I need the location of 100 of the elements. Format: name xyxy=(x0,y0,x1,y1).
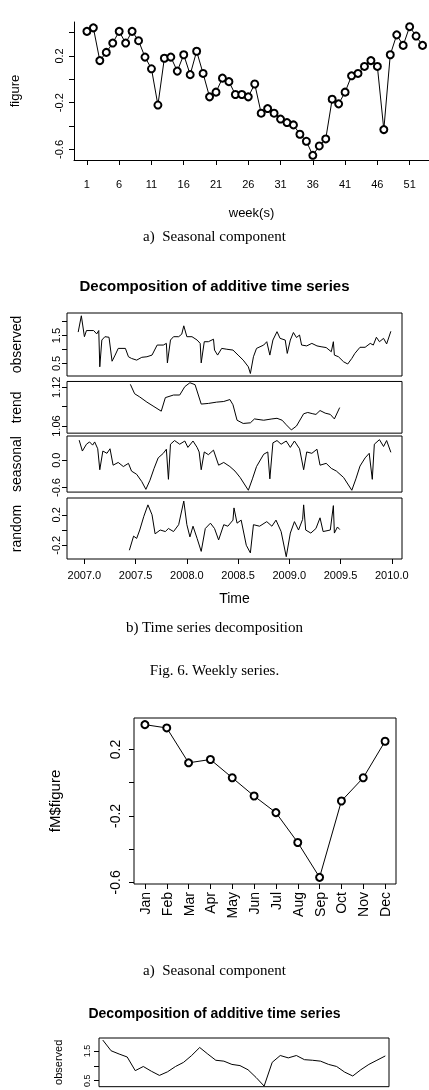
x-tick-label: Feb xyxy=(158,891,175,917)
point xyxy=(314,141,324,151)
x-tick-label: 11 xyxy=(145,177,158,190)
point xyxy=(166,52,176,62)
point xyxy=(405,22,415,32)
y-tick-label: -0.2 xyxy=(52,93,65,113)
point xyxy=(276,114,286,124)
x-tick-label: 6 xyxy=(116,177,123,190)
y-tick-label: 1.12 xyxy=(49,376,62,398)
x-tick-label: 36 xyxy=(306,177,319,190)
point xyxy=(288,120,298,130)
point xyxy=(184,758,194,768)
point xyxy=(108,38,118,48)
x-tick-label: Apr xyxy=(202,891,219,914)
point xyxy=(271,808,281,818)
x-tick-label: Jul xyxy=(267,892,284,910)
point xyxy=(140,52,150,62)
point xyxy=(358,773,368,783)
point xyxy=(192,46,202,56)
y-tick-label: -0.2 xyxy=(49,535,62,555)
point xyxy=(340,87,350,97)
x-tick-label: Dec xyxy=(377,892,394,917)
point xyxy=(179,50,189,60)
point xyxy=(205,92,215,102)
point xyxy=(172,66,182,76)
point xyxy=(308,150,318,160)
point xyxy=(243,92,253,102)
point xyxy=(205,755,215,764)
caption: Fig. 6. Weekly series. xyxy=(148,661,281,679)
y-tick-label: -0.6 xyxy=(107,870,123,895)
y-tick-label: 0.2 xyxy=(52,48,65,64)
point xyxy=(379,125,389,135)
x-tick-label: 46 xyxy=(371,177,384,190)
x-tick-label: 1 xyxy=(83,177,90,190)
point xyxy=(385,50,395,60)
x-axis-title: week(s) xyxy=(227,205,275,220)
point xyxy=(392,30,402,40)
x-tick-label: 2008.0 xyxy=(170,568,204,581)
point xyxy=(263,104,273,114)
y-axis-title: fM$figure xyxy=(46,769,63,833)
x-tick-label: May xyxy=(224,892,241,919)
point xyxy=(301,136,311,146)
x-axis-title: Time xyxy=(219,590,251,606)
x-tick-label: 31 xyxy=(274,177,287,190)
x-tick-label: Jan xyxy=(136,892,153,915)
y-axis-title: seasonal xyxy=(8,436,24,493)
y-tick-label: 1.5 xyxy=(81,1044,92,1058)
point xyxy=(198,68,208,78)
y-axis-title: observed xyxy=(8,315,24,374)
y-axis-title: trend xyxy=(8,391,24,424)
point xyxy=(418,40,428,50)
point xyxy=(140,720,150,730)
y-tick-label: 1.5 xyxy=(49,327,62,344)
line-series xyxy=(77,315,392,374)
point xyxy=(153,100,163,110)
point xyxy=(88,23,98,33)
point xyxy=(224,77,234,87)
y-axis-title: figure xyxy=(7,74,22,108)
point xyxy=(336,796,346,806)
point xyxy=(366,56,376,66)
x-tick-label: 51 xyxy=(403,177,416,190)
point xyxy=(380,736,390,746)
point xyxy=(256,108,266,118)
point xyxy=(372,61,382,71)
point xyxy=(293,838,303,847)
text: b) Time series decomposition xyxy=(124,618,305,636)
point xyxy=(347,71,357,81)
point xyxy=(121,38,131,48)
point xyxy=(327,94,337,104)
point xyxy=(217,73,227,83)
x-tick-label: 2010.0 xyxy=(374,568,409,581)
x-tick-label: Jun xyxy=(246,892,263,915)
point xyxy=(398,40,408,50)
y-axis-title: random xyxy=(8,504,24,553)
point xyxy=(282,118,292,128)
x-tick-label: Sep xyxy=(311,891,328,917)
y-tick-label: 0.5 xyxy=(81,1074,92,1087)
x-tick-label: Oct xyxy=(333,891,350,914)
x-tick-label: 16 xyxy=(177,177,190,190)
point xyxy=(211,87,221,97)
x-tick-label: 2007.0 xyxy=(67,568,102,581)
point xyxy=(315,872,325,882)
text: a) Seasonal component xyxy=(142,961,287,979)
x-tick-label: 2007.5 xyxy=(118,568,153,581)
x-tick-label: 21 xyxy=(209,177,223,190)
y-tick-label: -0.6 xyxy=(52,139,65,159)
x-tick-label: Aug xyxy=(289,892,306,917)
point xyxy=(295,129,305,139)
point xyxy=(230,90,240,100)
point xyxy=(134,36,144,46)
text: a) Seasonal component xyxy=(142,227,287,245)
y-tick-label: -0.6 xyxy=(49,478,62,498)
point xyxy=(334,99,344,109)
point xyxy=(146,64,156,74)
point xyxy=(95,56,105,66)
x-tick-label: 26 xyxy=(242,177,255,190)
point xyxy=(185,70,195,80)
point xyxy=(82,26,92,36)
point xyxy=(359,61,369,71)
line-series xyxy=(102,1039,386,1087)
